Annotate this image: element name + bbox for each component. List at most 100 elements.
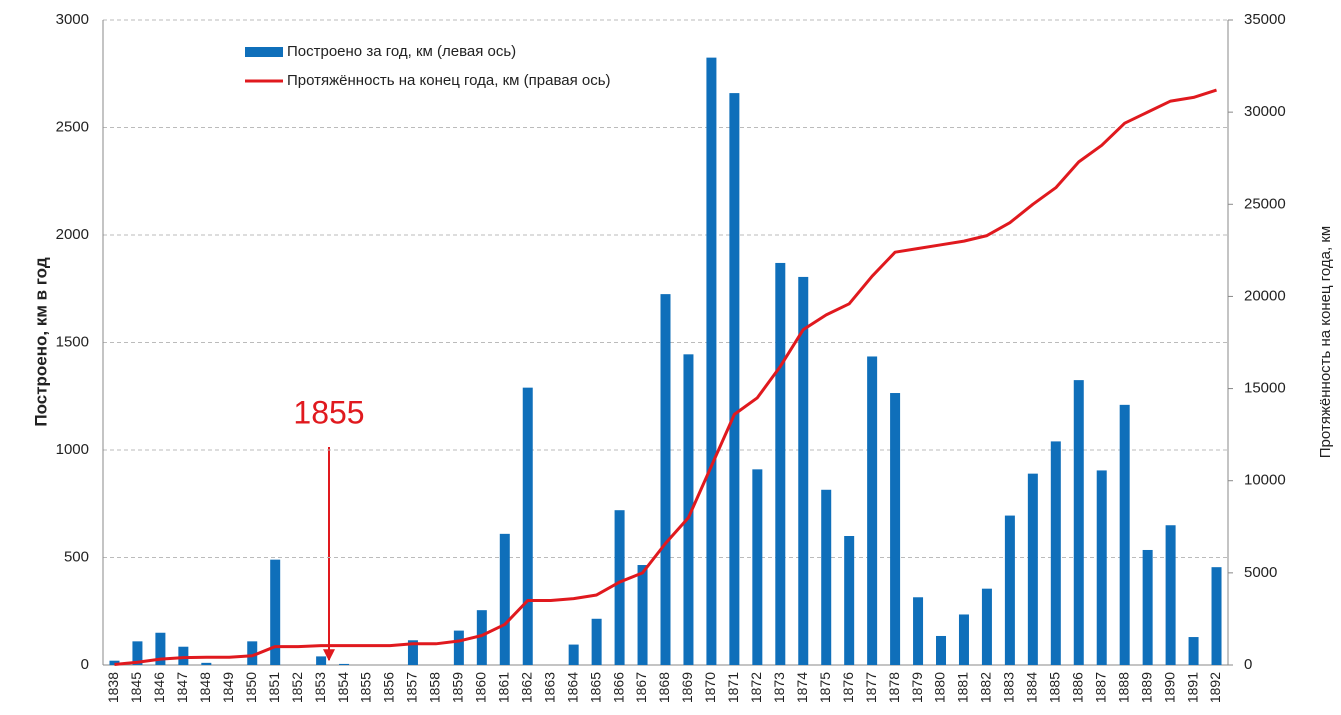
bar bbox=[729, 93, 740, 666]
legend-label: Протяжённость на конец года, км (правая … bbox=[287, 72, 611, 89]
bar bbox=[867, 356, 878, 665]
x-tick-label: 1854 bbox=[335, 672, 351, 703]
x-tick-label: 1862 bbox=[518, 672, 534, 703]
x-tick-label: 1851 bbox=[266, 672, 282, 703]
bar bbox=[775, 262, 786, 665]
x-tick-label: 1871 bbox=[725, 672, 741, 703]
x-tick-label: 1870 bbox=[702, 672, 718, 703]
bar bbox=[660, 294, 671, 665]
y2-tick-label: 35000 bbox=[1244, 11, 1286, 28]
x-tick-label: 1884 bbox=[1024, 672, 1040, 703]
bar bbox=[958, 614, 969, 665]
x-tick-label: 1890 bbox=[1161, 672, 1177, 703]
x-tick-label: 1888 bbox=[1115, 672, 1131, 703]
x-tick-label: 1878 bbox=[886, 672, 902, 703]
bar bbox=[339, 663, 350, 665]
y2-tick-label: 0 bbox=[1244, 656, 1252, 673]
bar bbox=[913, 597, 924, 665]
bar bbox=[821, 489, 832, 665]
x-tick-label: 1838 bbox=[105, 672, 121, 703]
x-tick-label: 1864 bbox=[564, 672, 580, 703]
x-tick-label: 1850 bbox=[243, 672, 259, 703]
bar bbox=[890, 393, 901, 665]
x-tick-label: 1875 bbox=[817, 672, 833, 703]
x-tick-label: 1889 bbox=[1138, 672, 1154, 703]
x-tick-label: 1872 bbox=[748, 672, 764, 703]
y2-tick-label: 15000 bbox=[1244, 380, 1286, 397]
bar bbox=[1211, 567, 1222, 665]
x-tick-label: 1856 bbox=[381, 672, 397, 703]
bar bbox=[637, 565, 648, 665]
bar bbox=[936, 635, 947, 665]
x-tick-label: 1849 bbox=[220, 672, 236, 703]
y-tick-label: 500 bbox=[64, 548, 89, 565]
bar bbox=[1050, 441, 1061, 665]
x-tick-label: 1892 bbox=[1207, 672, 1223, 703]
y-tick-label: 2500 bbox=[56, 118, 89, 135]
x-tick-label: 1858 bbox=[427, 672, 443, 703]
bar bbox=[522, 387, 533, 665]
bar bbox=[683, 354, 694, 665]
x-tick-label: 1873 bbox=[771, 672, 787, 703]
x-tick-label: 1886 bbox=[1069, 672, 1085, 703]
y-tick-label: 2000 bbox=[56, 226, 89, 243]
x-tick-label: 1876 bbox=[840, 672, 856, 703]
bar bbox=[178, 646, 189, 665]
annotation: 1855 bbox=[293, 394, 364, 430]
bar bbox=[316, 656, 327, 665]
x-tick-label: 1881 bbox=[955, 672, 971, 703]
bar bbox=[270, 559, 281, 665]
bar bbox=[247, 641, 258, 665]
x-tick-label: 1846 bbox=[151, 672, 167, 703]
x-tick-label: 1874 bbox=[794, 672, 810, 703]
x-tick-label: 1880 bbox=[932, 672, 948, 703]
y-tick-label: 0 bbox=[81, 656, 89, 673]
bar bbox=[706, 57, 717, 665]
y2-tick-label: 5000 bbox=[1244, 564, 1277, 581]
x-tick-label: 1845 bbox=[128, 672, 144, 703]
x-tick-label: 1866 bbox=[610, 672, 626, 703]
bar bbox=[453, 630, 464, 665]
bar bbox=[201, 662, 212, 665]
bar bbox=[1096, 470, 1107, 665]
x-tick-label: 1877 bbox=[863, 672, 879, 703]
y2-tick-label: 25000 bbox=[1244, 195, 1286, 212]
bar bbox=[1119, 404, 1130, 665]
bar bbox=[752, 469, 763, 665]
y-tick-label: 1500 bbox=[56, 333, 89, 350]
bar bbox=[1165, 525, 1176, 665]
y2-axis-label: Протяжённость на конец года, км bbox=[1317, 226, 1334, 458]
bar bbox=[109, 660, 120, 665]
bar bbox=[1188, 637, 1199, 665]
bar bbox=[407, 640, 418, 665]
y-tick-label: 1000 bbox=[56, 441, 89, 458]
bar bbox=[1027, 473, 1038, 665]
bar bbox=[155, 632, 166, 665]
y-axis-label: Построено, км в год bbox=[31, 257, 50, 426]
bar bbox=[132, 641, 143, 665]
bar bbox=[476, 610, 487, 665]
y2-tick-label: 20000 bbox=[1244, 287, 1286, 304]
x-tick-label: 1883 bbox=[1001, 672, 1017, 703]
x-tick-label: 1879 bbox=[909, 672, 925, 703]
x-tick-label: 1868 bbox=[656, 672, 672, 703]
x-tick-label: 1847 bbox=[174, 672, 190, 703]
line bbox=[114, 88, 1217, 666]
legend-label: Построено за год, км (левая ось) bbox=[287, 43, 516, 60]
x-tick-label: 1887 bbox=[1092, 672, 1108, 703]
x-tick-label: 1860 bbox=[473, 672, 489, 703]
bar bbox=[844, 536, 855, 665]
x-tick-label: 1848 bbox=[197, 672, 213, 703]
bar bbox=[981, 588, 992, 665]
bar bbox=[499, 533, 510, 665]
bar bbox=[591, 618, 602, 665]
x-tick-label: 1882 bbox=[978, 672, 994, 703]
x-tick-label: 1855 bbox=[358, 672, 374, 703]
x-tick-label: 1885 bbox=[1047, 672, 1063, 703]
x-tick-label: 1869 bbox=[679, 672, 695, 703]
bar bbox=[798, 276, 809, 665]
x-tick-label: 1867 bbox=[633, 672, 649, 703]
x-tick-label: 1863 bbox=[541, 672, 557, 703]
bar bbox=[1073, 380, 1084, 665]
